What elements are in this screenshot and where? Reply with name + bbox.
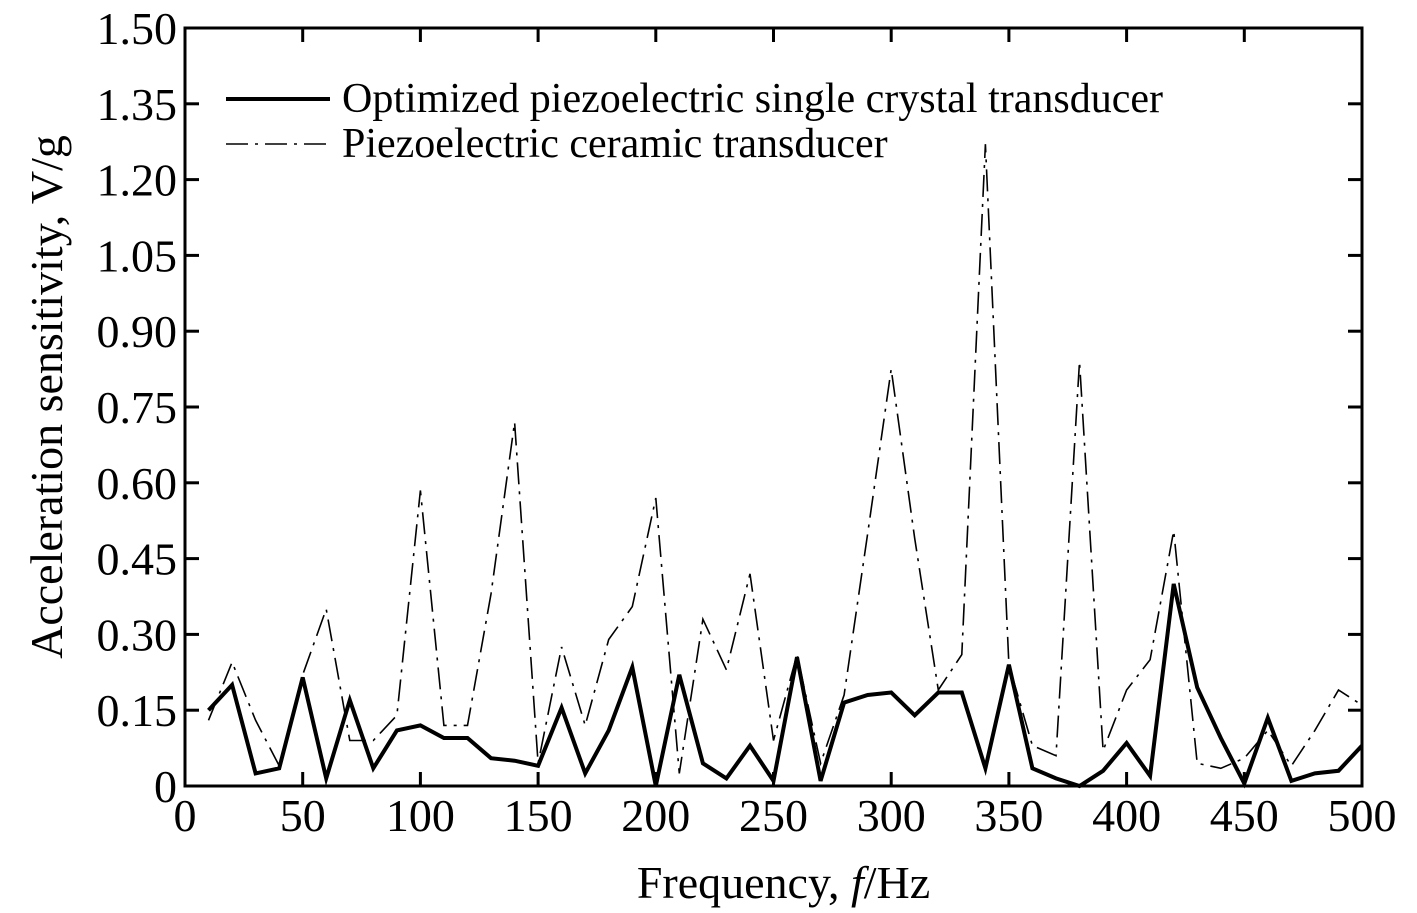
y-tick-label: 0.75 — [97, 382, 178, 433]
series-line-ceramic — [207, 144, 1363, 774]
x-tick-label: 400 — [1092, 790, 1161, 841]
legend-label-single-crystal: Optimized piezoelectric single crystal t… — [342, 76, 1163, 122]
y-tick-label: 1.20 — [97, 155, 178, 206]
x-tick-label: 350 — [974, 790, 1043, 841]
y-tick-label: 1.05 — [97, 230, 178, 281]
x-axis-title: Frequency, f/Hz — [637, 857, 930, 908]
series-line-single-crystal — [207, 583, 1364, 789]
x-tick-label: 250 — [739, 790, 808, 841]
x-tick-label: 0 — [174, 790, 197, 841]
x-axis-title-unit: /Hz — [864, 857, 930, 908]
y-tick-label: 1.50 — [97, 3, 178, 54]
x-tick-label: 200 — [621, 790, 690, 841]
x-tick-label: 100 — [386, 790, 455, 841]
legend-label-ceramic: Piezoelectric ceramic transducer — [342, 121, 888, 167]
x-tick-label: 150 — [504, 790, 573, 841]
y-tick-label: 0.45 — [97, 534, 178, 585]
y-tick-label: 0.30 — [97, 609, 178, 660]
x-tick-label: 500 — [1328, 790, 1397, 841]
x-tick-label: 300 — [857, 790, 926, 841]
y-tick-label: 0.90 — [97, 306, 178, 357]
tick-layer: 0 50 100 150 200 250 300 350 400 450 500 0 0.15 0.30 0… — [97, 3, 1397, 841]
y-tick-label: 0.60 — [97, 458, 178, 509]
series-layer — [207, 144, 1364, 789]
x-tick-label: 450 — [1210, 790, 1279, 841]
x-axis-title-prefix: Frequency, — [637, 857, 851, 908]
x-tick-label: 50 — [280, 790, 326, 841]
y-tick-label: 0 — [154, 761, 177, 812]
y-tick-label: 1.35 — [97, 79, 178, 130]
y-tick-label: 0.15 — [97, 685, 178, 736]
legend: Optimized piezoelectric single crystal t… — [226, 76, 1163, 167]
y-axis-title: Acceleration sensitivity, V/g — [21, 135, 72, 659]
